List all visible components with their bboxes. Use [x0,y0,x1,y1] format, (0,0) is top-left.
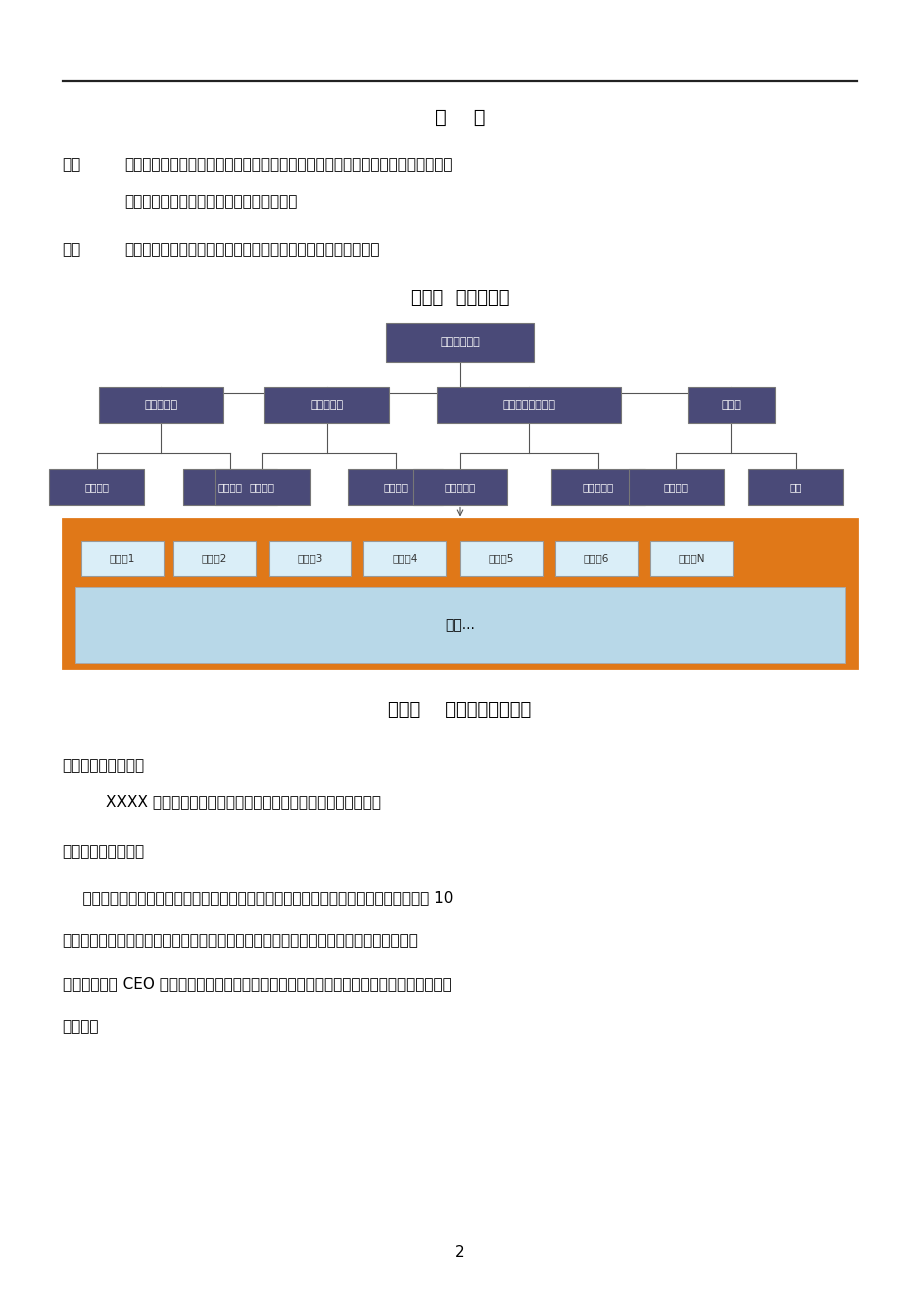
Text: 一、员工招聘权限：: 一、员工招聘权限： [62,758,144,773]
Text: 项目组5: 项目组5 [488,553,514,564]
FancyBboxPatch shape [629,469,723,504]
Text: 项目运营管理中心: 项目运营管理中心 [502,400,555,410]
FancyBboxPatch shape [265,387,389,423]
Text: 人力行政部: 人力行政部 [144,400,177,410]
Text: 项目组6: 项目组6 [583,553,608,564]
FancyBboxPatch shape [348,469,443,504]
Text: 人事经理: 人事经理 [84,482,109,492]
Text: 销售服务: 销售服务 [382,482,408,492]
Text: 二），经公司 CEO 审批后执行，离职补充需在员工提出离职申请的当日向人力行政部提出增: 二），经公司 CEO 审批后执行，离职补充需在员工提出离职申请的当日向人力行政部… [62,976,451,992]
FancyBboxPatch shape [650,542,732,575]
Text: 日前提交到公司人力行政负责人；人力行政负责人据此编制《招聘计划审批表》（见附件: 日前提交到公司人力行政负责人；人力行政负责人据此编制《招聘计划审批表》（见附件 [62,934,418,949]
Text: 第一章  组织结构图: 第一章 组织结构图 [410,289,509,307]
Text: 财务部: 财务部 [720,400,741,410]
FancyBboxPatch shape [386,323,533,362]
Text: XXXX 有限公司内各部门员工由公司人力行政部负责组织招聘；: XXXX 有限公司内各部门员工由公司人力行政部负责组织招聘； [106,794,380,810]
Text: 行政专员: 行政专员 [217,482,243,492]
FancyBboxPatch shape [62,519,857,668]
Text: 补申请。: 补申请。 [62,1019,99,1035]
FancyBboxPatch shape [460,542,542,575]
Text: 门的协调，提高工作效率，特制定本制度；: 门的协调，提高工作效率，特制定本制度； [124,194,297,210]
Text: 用人部门根据部门编制和业务发展需要填写《人员增补申请表》（见附件一），在每月 10: 用人部门根据部门编制和业务发展需要填写《人员增补申请表》（见附件一），在每月 1… [62,891,452,906]
FancyBboxPatch shape [173,542,255,575]
FancyBboxPatch shape [550,469,645,504]
FancyBboxPatch shape [50,469,144,504]
FancyBboxPatch shape [99,387,223,423]
Text: 项目组N: 项目组N [678,553,704,564]
Text: 财务经理: 财务经理 [663,482,688,492]
FancyBboxPatch shape [748,469,842,504]
FancyBboxPatch shape [413,469,507,504]
Text: 出纳: 出纳 [789,482,801,492]
Text: 项目组2: 项目组2 [201,553,227,564]
Text: 市场推广: 市场推广 [249,482,275,492]
Text: 一、: 一、 [62,158,81,173]
Text: 项目组1: 项目组1 [109,553,135,564]
FancyBboxPatch shape [554,542,637,575]
FancyBboxPatch shape [75,587,844,663]
Text: 本制度适用于武汉公司营销策划咨询有限公司的全体从业人员。: 本制度适用于武汉公司营销策划咨询有限公司的全体从业人员。 [124,242,380,258]
FancyBboxPatch shape [182,469,278,504]
FancyBboxPatch shape [363,542,446,575]
Text: 营销服务部: 营销服务部 [310,400,343,410]
Text: 总经理办公室: 总经理办公室 [439,337,480,348]
Text: 客户...: 客户... [445,618,474,631]
Text: 第二章    员工的招聘与甄选: 第二章 员工的招聘与甄选 [388,700,531,719]
FancyBboxPatch shape [215,469,309,504]
FancyBboxPatch shape [81,542,164,575]
Text: 总    则: 总 则 [435,108,484,126]
Text: 项目顾问群: 项目顾问群 [444,482,475,492]
Text: 二、: 二、 [62,242,81,258]
FancyBboxPatch shape [687,387,774,423]
Text: 二、招聘的审批手续: 二、招聘的审批手续 [62,844,144,859]
FancyBboxPatch shape [268,542,351,575]
Text: 项目组4: 项目组4 [391,553,417,564]
Text: 为使公司人力行政工作正规化、制度化，做到有序可循，加强人力行政部门与各部: 为使公司人力行政工作正规化、制度化，做到有序可循，加强人力行政部门与各部 [124,158,452,173]
FancyBboxPatch shape [437,387,620,423]
Text: 2: 2 [455,1245,464,1260]
Text: 项目组3: 项目组3 [297,553,323,564]
Text: 创意设计部: 创意设计部 [582,482,613,492]
